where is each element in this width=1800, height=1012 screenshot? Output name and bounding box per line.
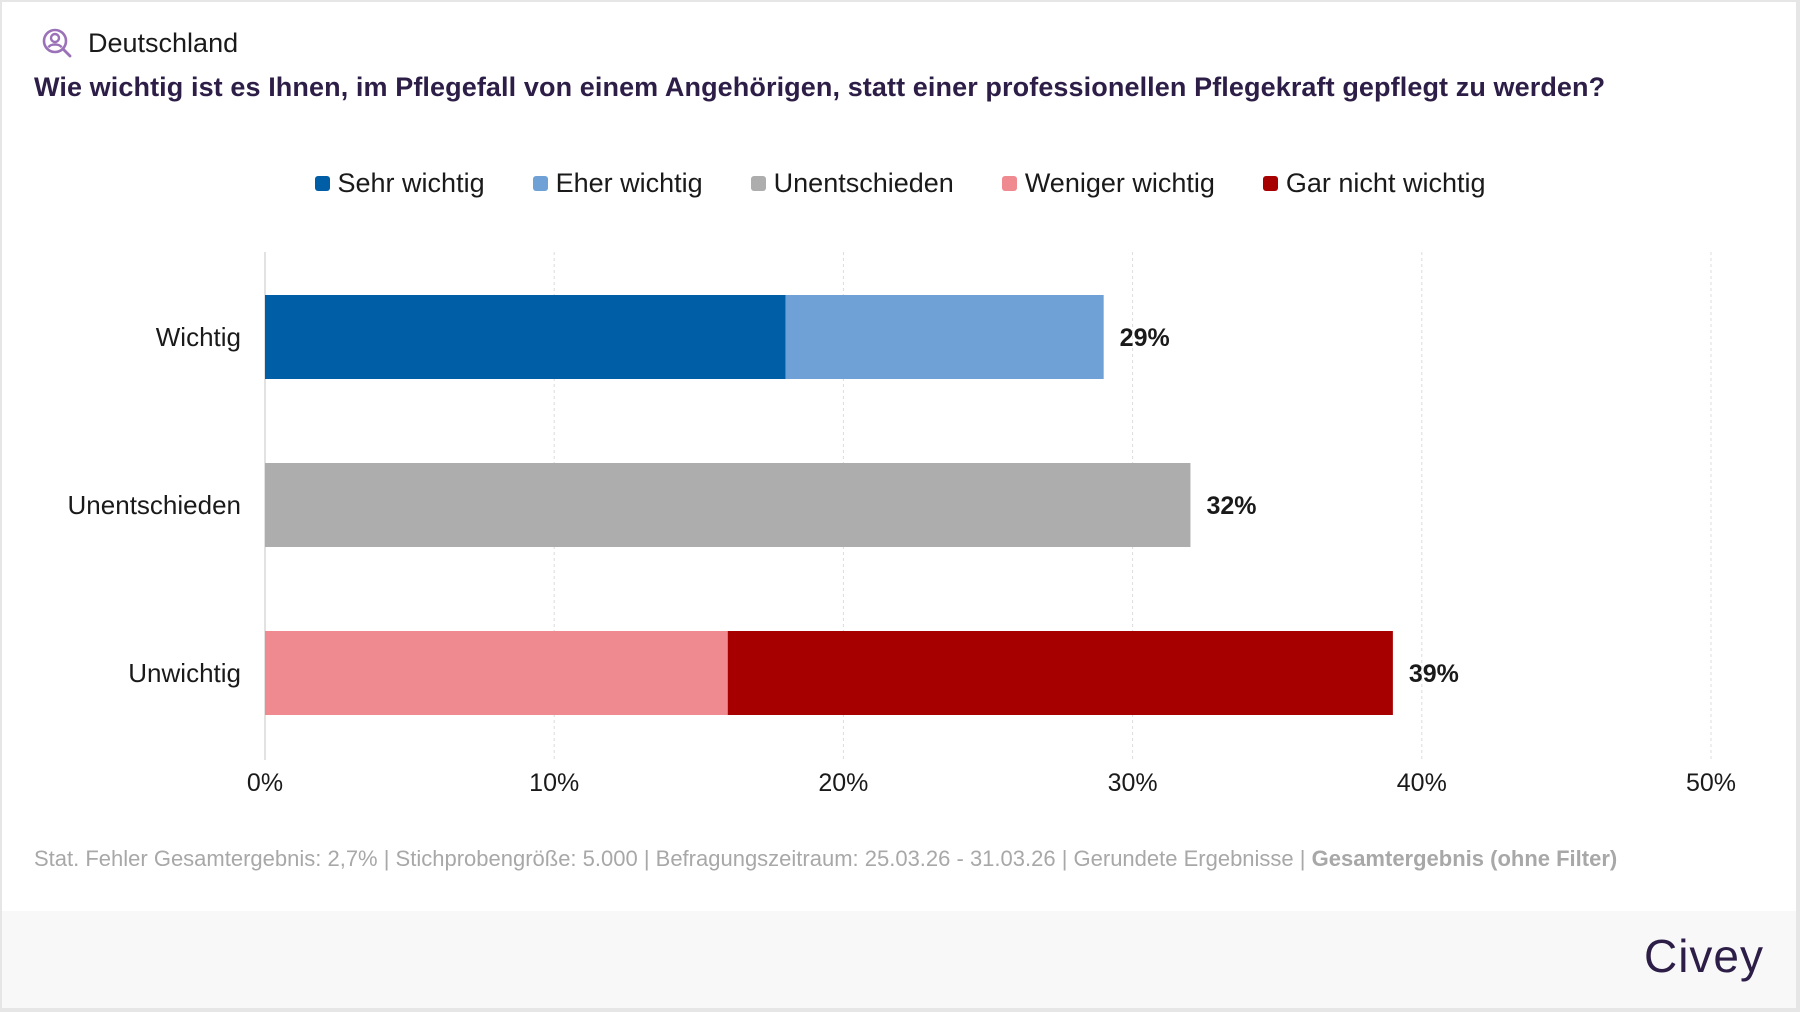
civey-logo: Civey [1643, 930, 1764, 982]
x-tick-label: 30% [1108, 769, 1158, 797]
x-tick-label: 10% [529, 769, 579, 797]
legend-swatch [750, 176, 766, 191]
legend-item[interactable]: Sehr wichtig [314, 168, 485, 199]
bar-chart: 0% 10% 20% 30% 40% 50% Wichtig 29% Unentschieden… [68, 252, 1736, 797]
bar-segment [265, 463, 1191, 547]
legend-item[interactable]: Unentschieden [750, 168, 954, 199]
bar-segment [265, 295, 786, 379]
brand-band: Civey [2, 911, 1796, 1008]
category-label: Unwichtig [128, 658, 241, 688]
bar-segment [727, 631, 1393, 715]
legend-swatch [1001, 176, 1017, 191]
person-search-icon [42, 28, 72, 58]
legend-swatch [314, 176, 330, 191]
bar-segment [265, 631, 728, 715]
x-tick-label: 50% [1686, 769, 1736, 797]
bar-segment [785, 295, 1104, 379]
question-title: Wie wichtig ist es Ihnen, im Pflegefall … [34, 72, 1606, 102]
survey-meta: Stat. Fehler Gesamtergebnis: 2,7% | Stic… [34, 846, 1312, 871]
header: Deutschland [40, 26, 238, 60]
x-tick-label: 0% [247, 769, 283, 797]
legend-swatch [1262, 176, 1278, 191]
legend-label: Gar nicht wichtig [1285, 168, 1486, 198]
bar-total-label: 32% [1206, 492, 1256, 520]
bar-total-label: 39% [1409, 660, 1459, 688]
legend-label: Sehr wichtig [337, 168, 485, 198]
legend-swatch [532, 176, 548, 191]
legend-item[interactable]: Weniger wichtig [1001, 168, 1215, 199]
legend-label: Weniger wichtig [1024, 168, 1215, 198]
legend-item[interactable]: Gar nicht wichtig [1262, 168, 1486, 199]
x-tick-label: 40% [1397, 769, 1447, 797]
filter-label: Gesamtergebnis (ohne Filter) [1311, 846, 1618, 871]
legend-label: Unentschieden [773, 168, 954, 198]
x-tick-label: 20% [818, 769, 868, 797]
bar-total-label: 29% [1120, 324, 1170, 352]
country-label: Deutschland [88, 27, 239, 58]
legend: Sehr wichtig Eher wichtig Unentschieden Wen… [0, 168, 1800, 199]
category-label: Wichtig [156, 322, 241, 352]
legend-item[interactable]: Eher wichtig [532, 168, 703, 199]
footer-note: Stat. Fehler Gesamtergebnis: 2,7% | Stic… [34, 846, 1617, 872]
legend-label: Eher wichtig [555, 168, 703, 198]
category-label: Unentschieden [68, 490, 241, 520]
